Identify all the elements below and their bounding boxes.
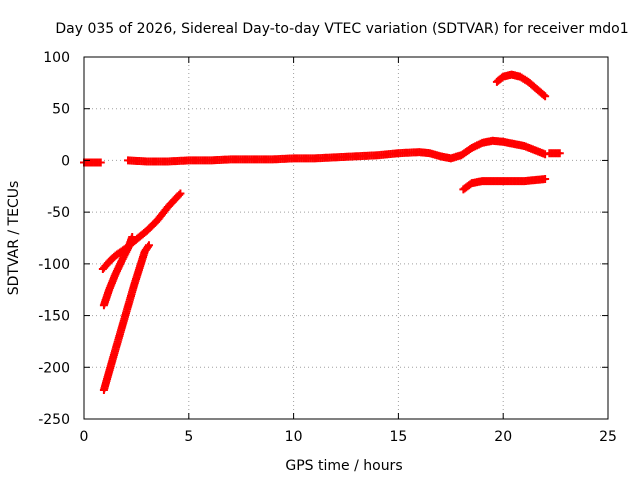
series-seg-f xyxy=(99,241,153,395)
y-tick-label: -200 xyxy=(38,360,70,376)
y-tick-label: -50 xyxy=(47,205,70,221)
y-tick-label: -150 xyxy=(38,309,70,325)
series-seg-h xyxy=(492,70,550,101)
y-tick-label: 100 xyxy=(43,50,70,66)
series-seg-g xyxy=(459,175,550,194)
data-point xyxy=(143,242,152,251)
series-seg-c xyxy=(545,149,564,158)
data-points xyxy=(80,70,564,395)
y-tick-label: -100 xyxy=(38,257,70,273)
plot-frame xyxy=(83,56,609,420)
x-tick-label: 0 xyxy=(80,429,89,445)
y-axis-label: SDTVAR / TECUs xyxy=(6,181,22,296)
grid xyxy=(84,57,608,419)
chart-title: Day 035 of 2026, Sidereal Day-to-day VTE… xyxy=(55,21,628,37)
y-tick-label: 0 xyxy=(61,153,70,169)
data-point xyxy=(96,158,105,167)
y-tick-label: -250 xyxy=(38,412,70,428)
x-tick-label: 20 xyxy=(494,429,512,445)
data-point xyxy=(128,232,137,241)
data-point xyxy=(175,190,184,199)
x-axis-label: GPS time / hours xyxy=(285,458,402,474)
data-point xyxy=(541,150,550,159)
series-seg-b xyxy=(124,136,550,166)
axis-ticks: 0 5 10 15 20 25 -250 -200 -150 -100 -50 0 50 100 xyxy=(38,50,617,445)
series-seg-e xyxy=(99,232,137,310)
y-tick-label: 50 xyxy=(52,102,70,118)
data-point xyxy=(541,175,550,184)
data-point xyxy=(541,92,550,101)
data-point xyxy=(539,91,548,100)
data-point xyxy=(555,149,564,158)
x-tick-label: 25 xyxy=(599,429,617,445)
data-point xyxy=(176,189,185,198)
data-point xyxy=(144,241,153,250)
x-tick-label: 15 xyxy=(389,429,407,445)
x-tick-label: 10 xyxy=(285,429,303,445)
x-tick-label: 5 xyxy=(184,429,193,445)
